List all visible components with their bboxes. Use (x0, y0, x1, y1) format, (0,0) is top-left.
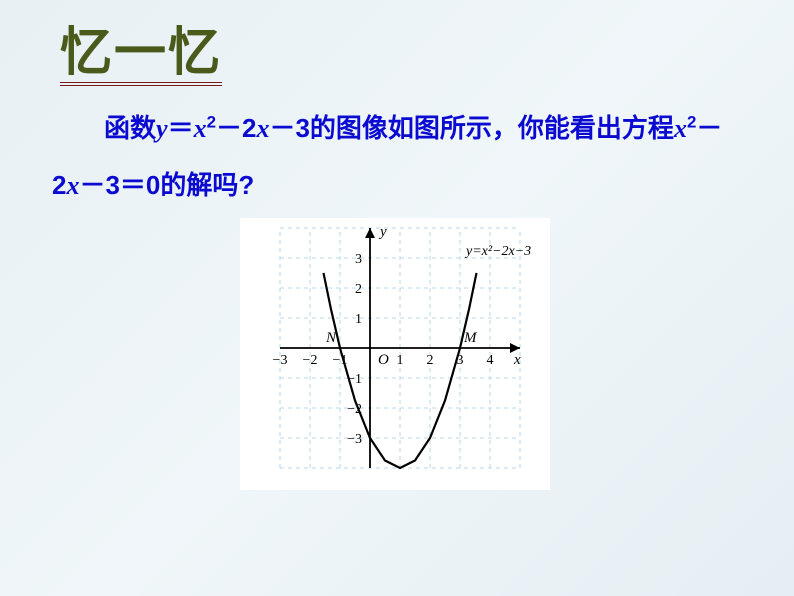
svg-text:−3: −3 (347, 432, 362, 447)
eq2-x2: x (66, 171, 79, 200)
eq1-sup1: 2 (207, 112, 216, 131)
graph-svg: −3−2−11234123−1−2−3OxyNMy=x²−2x−3 (240, 218, 550, 490)
svg-text:1: 1 (397, 353, 404, 368)
svg-text:y=x²−2x−3: y=x²−2x−3 (464, 244, 531, 259)
eq2-r2: －3＝0 (79, 170, 160, 200)
eq1-eq: ＝ (168, 113, 194, 143)
body-t3: 的解吗? (160, 170, 254, 200)
eq1-y: y (156, 114, 168, 143)
svg-text:4: 4 (487, 353, 494, 368)
eq1-x1: x (194, 114, 207, 143)
svg-text:3: 3 (355, 252, 362, 267)
page-title: 忆一忆 (60, 28, 222, 86)
parabola-graph: −3−2−11234123−1−2−3OxyNMy=x²−2x−3 (240, 218, 550, 490)
svg-text:−2: −2 (303, 353, 318, 368)
svg-text:y: y (378, 224, 387, 240)
eq2-x1: x (674, 114, 687, 143)
svg-text:x: x (513, 352, 521, 368)
svg-text:1: 1 (355, 312, 362, 327)
svg-text:N: N (325, 330, 337, 346)
eq1-r2: －3 (269, 113, 309, 143)
eq1-r1: －2 (216, 113, 256, 143)
svg-text:2: 2 (355, 282, 362, 297)
body-t1: 函数 (104, 113, 156, 143)
svg-text:−3: −3 (273, 353, 288, 368)
eq2-sup1: 2 (687, 112, 696, 131)
svg-text:2: 2 (427, 353, 434, 368)
body-t2: 的图像如图所示，你能看出方程 (310, 113, 674, 143)
svg-text:M: M (463, 330, 478, 346)
svg-text:O: O (378, 352, 389, 368)
eq1-x2: x (256, 114, 269, 143)
question-text: 函数y＝x2－2x－3的图像如图所示，你能看出方程x2－2x－3＝0的解吗? (52, 100, 742, 214)
